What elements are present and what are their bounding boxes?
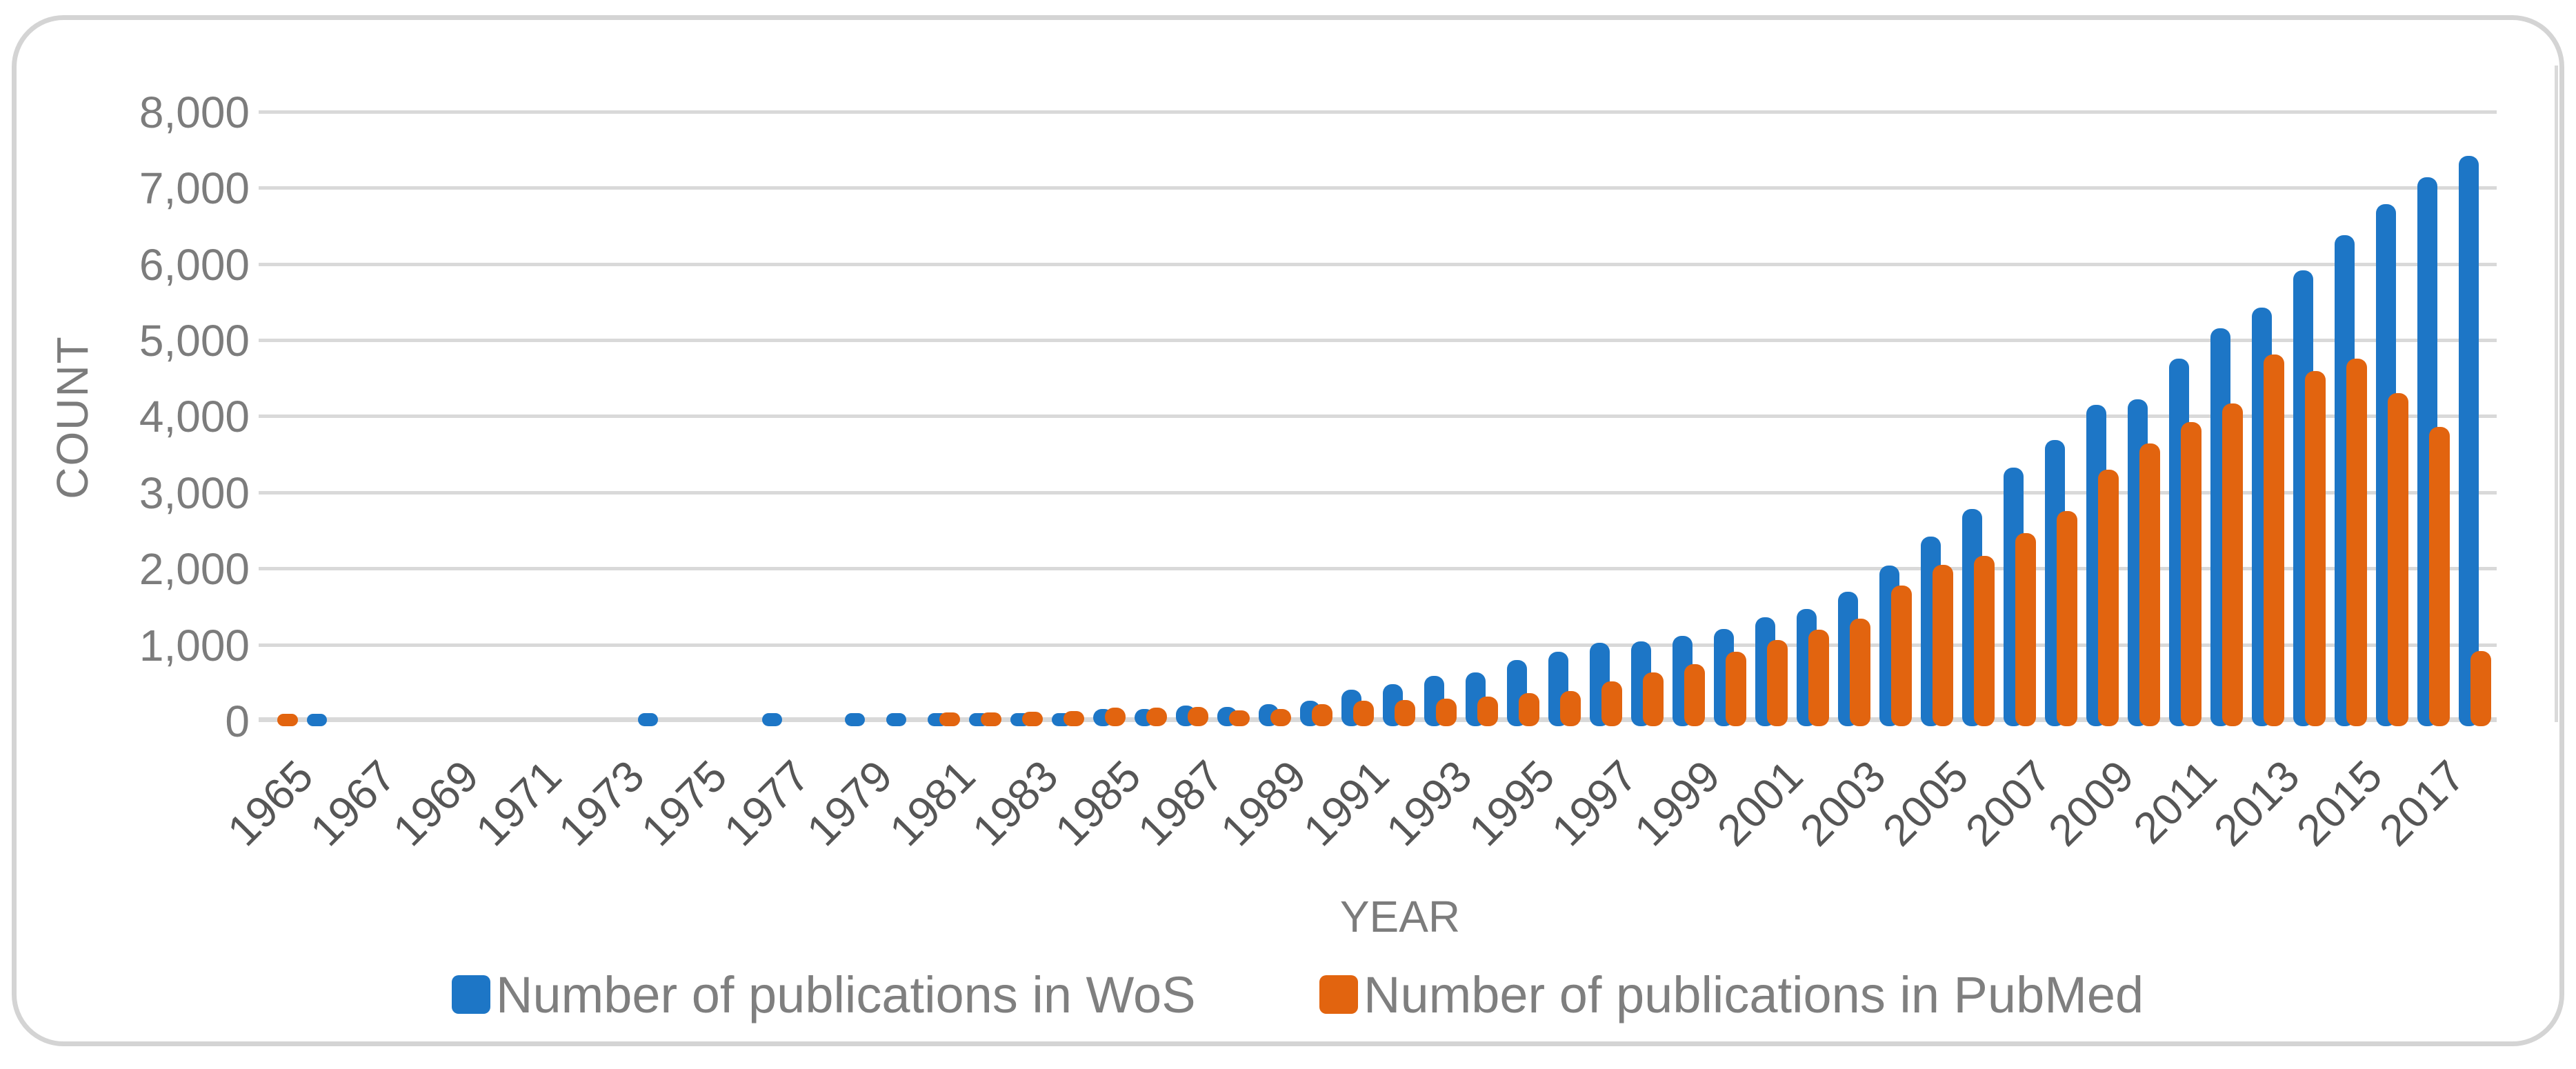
bar-pubmed-1988	[1229, 710, 1250, 726]
bar-wos-1974	[638, 713, 658, 726]
y-tick-label-3000: 3,000	[139, 468, 250, 518]
gridline-1000	[259, 643, 2497, 647]
bar-wos-1966	[307, 714, 327, 726]
bar-pubmed-1984	[1064, 711, 1084, 726]
gridline-6000	[259, 263, 2497, 266]
bar-pubmed-1965	[277, 714, 298, 726]
bar-pubmed-2007	[2015, 533, 2036, 726]
bar-pubmed-1982	[981, 712, 1001, 726]
bar-pubmed-1991	[1353, 701, 1374, 726]
bar-pubmed-2000	[1726, 652, 1746, 726]
bar-pubmed-2013	[2264, 354, 2284, 726]
bar-wos-1977	[762, 713, 782, 726]
y-tick-label-4000: 4,000	[139, 392, 250, 441]
y-tick-label-6000: 6,000	[139, 240, 250, 290]
bar-pubmed-1990	[1312, 704, 1332, 726]
bar-pubmed-1985	[1105, 708, 1126, 726]
bar-pubmed-2017	[2429, 427, 2450, 726]
bar-pubmed-2001	[1767, 640, 1788, 726]
bar-pubmed-2008	[2057, 511, 2077, 726]
bar-pubmed-1993	[1436, 699, 1457, 726]
y-tick-label-1000: 1,000	[139, 621, 250, 670]
gridline-3000	[259, 491, 2497, 494]
y-tick-label-0: 0	[225, 697, 250, 746]
bar-pubmed-2002	[1808, 630, 1829, 726]
y-tick-label-8000: 8,000	[139, 88, 250, 137]
bar-pubmed-2018	[2470, 651, 2491, 726]
bar-pubmed-2012	[2222, 403, 2243, 726]
plot-right-border	[2555, 66, 2558, 722]
gridline-7000	[259, 186, 2497, 190]
bar-pubmed-2014	[2305, 371, 2326, 726]
bar-pubmed-1996	[1560, 691, 1581, 726]
legend-item-pubmed: Number of publications in PubMed	[1319, 966, 2144, 1023]
bar-pubmed-1989	[1270, 709, 1291, 726]
pubmed-legend-label: Number of publications in PubMed	[1364, 966, 2144, 1023]
bar-pubmed-2005	[1933, 565, 1953, 726]
bar-pubmed-1983	[1022, 712, 1043, 726]
gridline-5000	[259, 339, 2497, 342]
x-axis-title: YEAR	[1339, 892, 1461, 941]
wos-legend-label: Number of publications in WoS	[496, 966, 1196, 1023]
pubmed-legend-swatch-icon	[1319, 975, 1358, 1014]
bar-pubmed-2006	[1974, 556, 1995, 726]
bar-wos-2018	[2459, 156, 2479, 726]
bar-pubmed-1992	[1395, 700, 1415, 726]
x-axis-baseline	[259, 717, 2497, 722]
gridline-2000	[259, 567, 2497, 570]
legend-item-wos: Number of publications in WoS	[452, 966, 1196, 1023]
bar-pubmed-1995	[1519, 693, 1539, 726]
bar-pubmed-1994	[1477, 697, 1498, 726]
bar-pubmed-1986	[1146, 708, 1167, 726]
bar-pubmed-1981	[939, 712, 960, 726]
bar-pubmed-2003	[1850, 619, 1870, 726]
bar-wos-1980	[886, 713, 906, 726]
bar-pubmed-1999	[1684, 664, 1705, 726]
y-tick-label-7000: 7,000	[139, 163, 250, 213]
bar-pubmed-1997	[1601, 681, 1622, 726]
gridline-4000	[259, 414, 2497, 418]
bar-pubmed-2004	[1891, 586, 1912, 726]
bar-pubmed-2010	[2139, 443, 2160, 726]
gridline-8000	[259, 110, 2497, 114]
bar-pubmed-1987	[1188, 707, 1208, 726]
y-tick-label-5000: 5,000	[139, 316, 250, 366]
bar-pubmed-2011	[2181, 422, 2201, 726]
bar-pubmed-2015	[2346, 359, 2367, 726]
bar-pubmed-1998	[1643, 672, 1664, 726]
bar-pubmed-2009	[2098, 470, 2119, 726]
bar-pubmed-2016	[2388, 393, 2408, 726]
bar-wos-1979	[845, 713, 865, 726]
y-tick-label-2000: 2,000	[139, 544, 250, 594]
wos-legend-swatch-icon	[452, 975, 490, 1014]
